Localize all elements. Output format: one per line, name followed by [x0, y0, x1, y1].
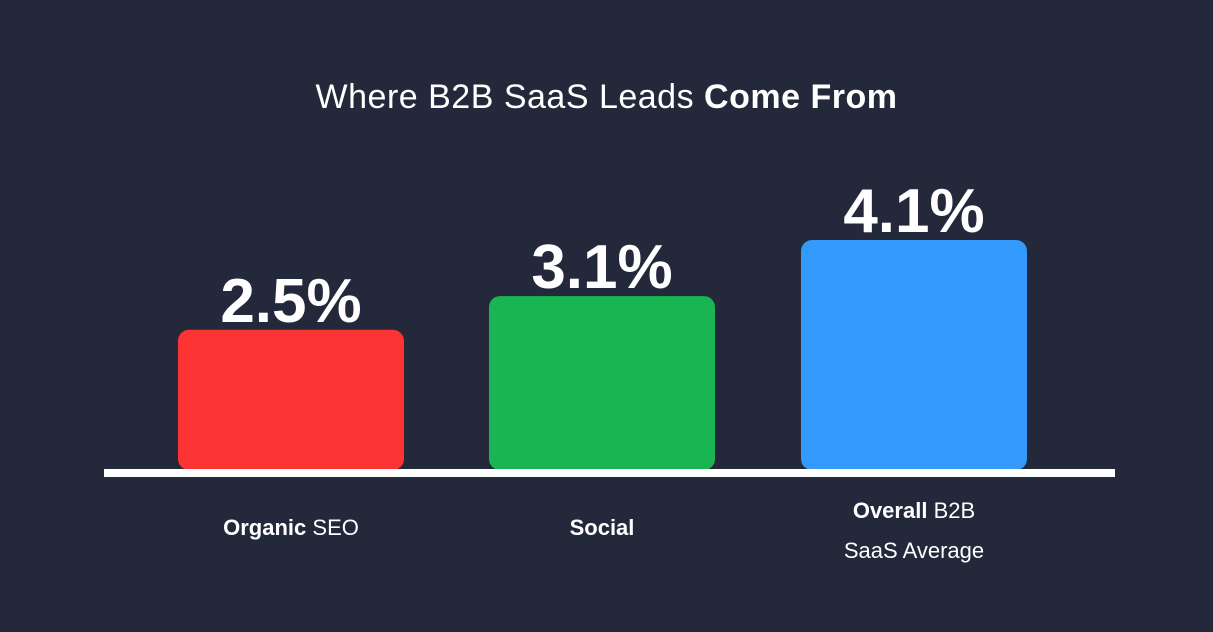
bar-value-label-2: 3.1% [531, 233, 672, 302]
category-label-overall-line2: SaaS Average [843, 538, 985, 563]
category-label-overall-regular: B2B [933, 498, 976, 523]
chart-title: Where B2B SaaS Leads Come From [0, 78, 1213, 117]
bar-2 [489, 296, 715, 470]
chart-title-bold: Come From [704, 78, 898, 116]
category-label-social-bold: Social [569, 515, 635, 540]
category-label-organic-seo: Organic SEO [161, 508, 421, 548]
chart-title-regular: Where B2B SaaS Leads [315, 78, 695, 116]
category-label-social: Social [472, 508, 732, 548]
bar-value-label-3: 4.1% [843, 177, 984, 246]
category-label-overall-bold: Overall [852, 498, 928, 523]
category-label-overall: Overall B2B SaaS Average [784, 491, 1044, 571]
category-label-organic-seo-bold: Organic [223, 515, 307, 540]
bar-1 [178, 329, 404, 470]
category-label-organic-seo-regular: SEO [312, 515, 359, 540]
x-axis-baseline [104, 469, 1115, 477]
bar-3 [801, 240, 1027, 470]
bar-value-label-1: 2.5% [220, 267, 361, 336]
